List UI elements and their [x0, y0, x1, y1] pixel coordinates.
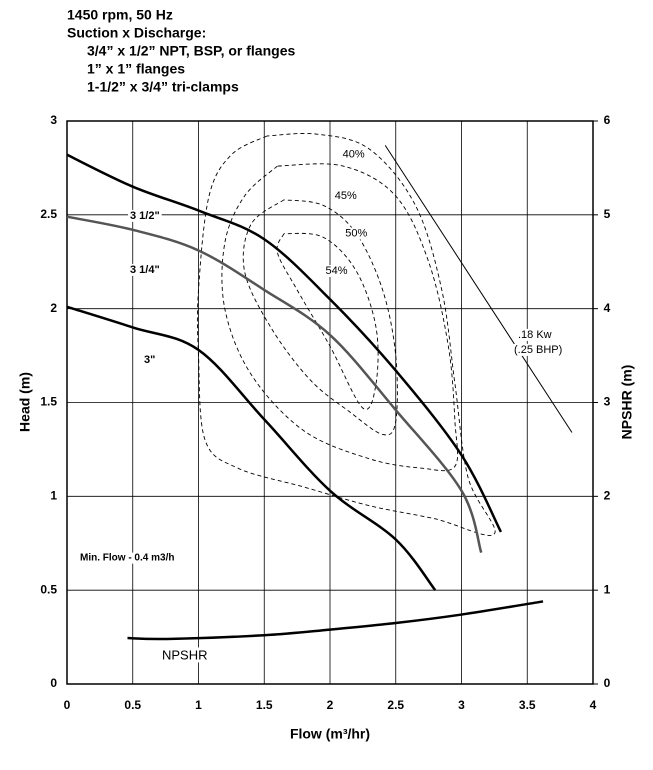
contour-label: 45% — [335, 190, 357, 202]
y-axis-label: Head (m) — [17, 372, 33, 432]
label-bg — [128, 263, 162, 276]
label-bg — [516, 328, 554, 341]
contour-label: 54% — [326, 265, 348, 277]
x-axis-label: Flow (m³/hr) — [290, 726, 370, 742]
header-line: 1-1/2” x 3/4” tri-clamps — [87, 79, 239, 95]
header-line: 1” x 1” flanges — [87, 61, 185, 77]
header-line: Suction x Discharge: — [67, 25, 206, 41]
x-tick-label: 3 — [458, 698, 465, 712]
annotation: Min. Flow - 0.4 m3/h — [80, 553, 174, 564]
contour-label: 50% — [345, 228, 367, 240]
power-line — [384, 145, 573, 433]
head-curve — [66, 305, 437, 591]
label-bg — [142, 353, 158, 366]
head-curve — [66, 215, 483, 554]
y2-axis-label: NPSHR (m) — [619, 365, 635, 440]
curve-label: 3 1/2" — [130, 210, 160, 222]
header-line: 1450 rpm, 50 Hz — [67, 7, 173, 23]
y2-tick-label: 1 — [604, 582, 611, 596]
power-label: .18 Kw — [518, 329, 552, 341]
x-tick-label: 3.5 — [519, 698, 536, 712]
label-bg — [128, 209, 162, 222]
label-bg — [512, 343, 565, 356]
head-curve — [66, 153, 503, 533]
curve-label: NPSHR — [162, 647, 208, 662]
y-tick-label: 0 — [50, 676, 57, 690]
curve-label: 3 1/4" — [130, 264, 160, 276]
x-tick-label: 2 — [327, 698, 334, 712]
efficiency-contour — [196, 133, 496, 536]
label-bg — [343, 227, 370, 240]
label-bg — [323, 265, 350, 278]
x-tick-label: 0.5 — [124, 698, 141, 712]
y-tick-label: 2.5 — [40, 207, 57, 221]
curve-label: 3" — [144, 354, 155, 366]
x-tick-label: 1 — [195, 698, 202, 712]
header-line: 3/4” x 1/2” NPT, BSP, or flanges — [87, 43, 295, 59]
x-tick-label: 0 — [64, 698, 71, 712]
y2-tick-label: 3 — [604, 395, 611, 409]
y-tick-label: 2 — [50, 301, 57, 315]
efficiency-contour — [276, 232, 379, 410]
y2-tick-label: 2 — [604, 489, 611, 503]
y-tick-label: 1 — [50, 489, 57, 503]
y2-tick-label: 6 — [604, 113, 611, 127]
y-tick-label: 0.5 — [40, 582, 57, 596]
x-tick-label: 1.5 — [256, 698, 273, 712]
x-tick-label: 4 — [590, 698, 597, 712]
efficiency-contour — [221, 163, 459, 472]
label-bg — [78, 552, 177, 564]
y2-tick-label: 5 — [604, 207, 611, 221]
y-tick-label: 3 — [50, 113, 57, 127]
label-bg — [160, 647, 210, 663]
contour-label: 40% — [343, 149, 365, 161]
plot-frame — [66, 120, 594, 685]
y-tick-label: 1.5 — [40, 395, 57, 409]
x-tick-label: 2.5 — [387, 698, 404, 712]
y2-tick-label: 0 — [604, 676, 611, 690]
y2-tick-label: 4 — [604, 301, 611, 315]
head-curve — [127, 600, 544, 641]
power-label: (.25 BHP) — [514, 344, 562, 356]
label-bg — [340, 148, 367, 161]
label-bg — [332, 189, 359, 202]
